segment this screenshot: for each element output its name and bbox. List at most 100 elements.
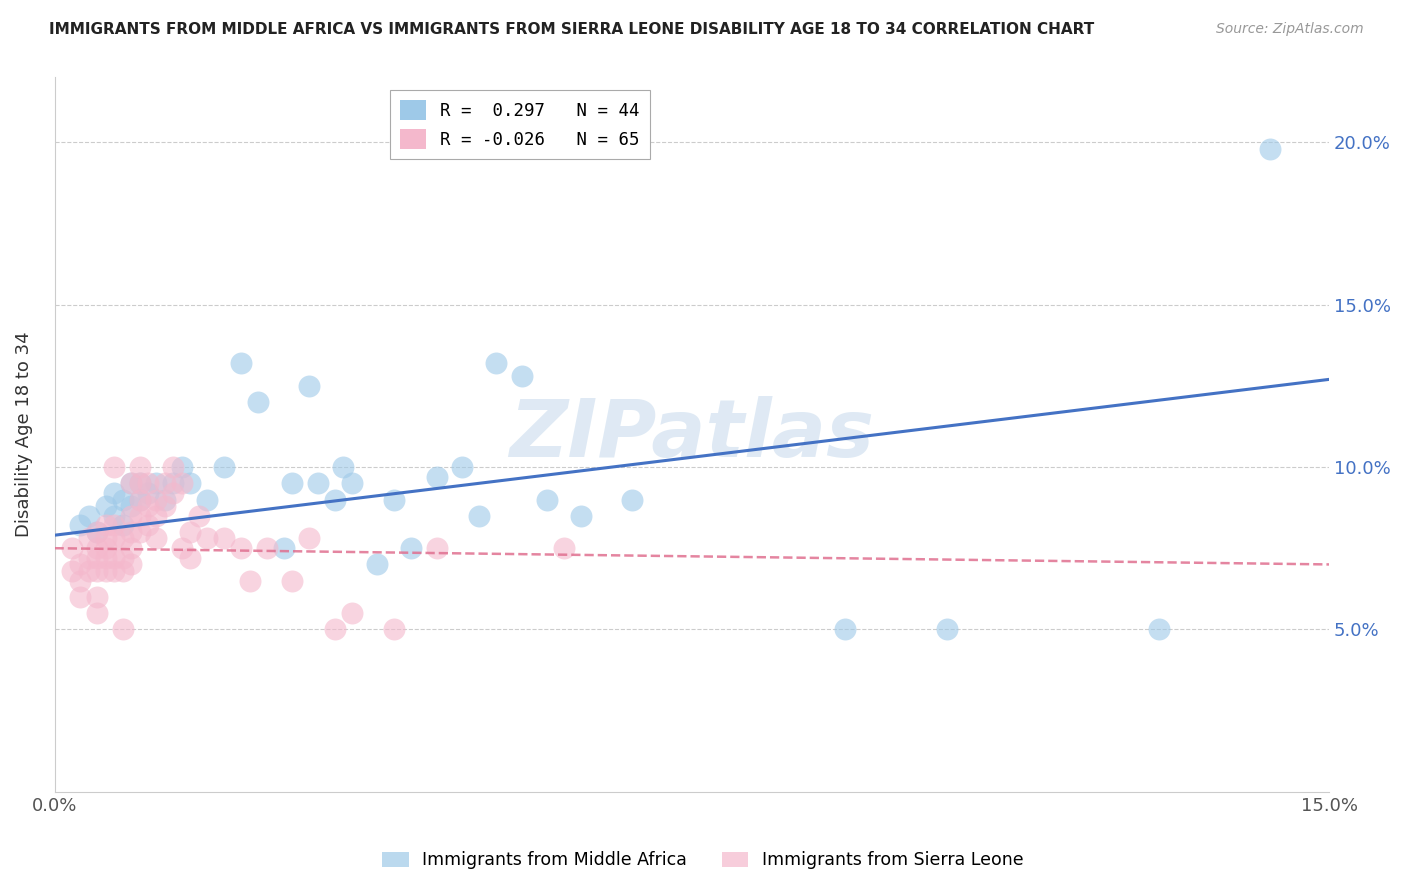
Point — [145, 492, 167, 507]
Point — [273, 541, 295, 556]
Point — [120, 499, 142, 513]
Point — [323, 492, 346, 507]
Point — [120, 524, 142, 539]
Point — [94, 499, 117, 513]
Point — [307, 476, 329, 491]
Point — [120, 476, 142, 491]
Point — [128, 460, 150, 475]
Point — [77, 550, 100, 565]
Point — [485, 356, 508, 370]
Point — [935, 623, 957, 637]
Point — [239, 574, 262, 588]
Point — [60, 564, 83, 578]
Point — [426, 470, 449, 484]
Point — [86, 606, 108, 620]
Point — [197, 532, 219, 546]
Point — [256, 541, 278, 556]
Point — [111, 532, 134, 546]
Point — [111, 550, 134, 565]
Point — [179, 476, 201, 491]
Point — [145, 532, 167, 546]
Point — [103, 486, 125, 500]
Point — [170, 460, 193, 475]
Point — [162, 476, 184, 491]
Point — [170, 541, 193, 556]
Point — [77, 532, 100, 546]
Point — [569, 508, 592, 523]
Point — [136, 476, 159, 491]
Point — [69, 574, 91, 588]
Point — [214, 460, 236, 475]
Point — [332, 460, 354, 475]
Point — [536, 492, 558, 507]
Point — [94, 564, 117, 578]
Point — [128, 508, 150, 523]
Point — [111, 564, 134, 578]
Point — [128, 524, 150, 539]
Point — [86, 564, 108, 578]
Point — [153, 476, 176, 491]
Point — [69, 518, 91, 533]
Point — [340, 606, 363, 620]
Point — [103, 550, 125, 565]
Point — [128, 492, 150, 507]
Point — [136, 499, 159, 513]
Point — [298, 532, 321, 546]
Point — [384, 492, 406, 507]
Point — [1147, 623, 1170, 637]
Point — [621, 492, 644, 507]
Point — [86, 550, 108, 565]
Point — [128, 476, 150, 491]
Point — [111, 623, 134, 637]
Point — [103, 564, 125, 578]
Point — [468, 508, 491, 523]
Point — [128, 476, 150, 491]
Point — [426, 541, 449, 556]
Point — [401, 541, 423, 556]
Text: IMMIGRANTS FROM MIDDLE AFRICA VS IMMIGRANTS FROM SIERRA LEONE DISABILITY AGE 18 : IMMIGRANTS FROM MIDDLE AFRICA VS IMMIGRA… — [49, 22, 1094, 37]
Point — [128, 492, 150, 507]
Point — [86, 524, 108, 539]
Point — [111, 518, 134, 533]
Point — [136, 518, 159, 533]
Text: Source: ZipAtlas.com: Source: ZipAtlas.com — [1216, 22, 1364, 37]
Point — [197, 492, 219, 507]
Point — [120, 476, 142, 491]
Point — [231, 541, 253, 556]
Point — [94, 541, 117, 556]
Point — [60, 541, 83, 556]
Point — [77, 508, 100, 523]
Point — [86, 541, 108, 556]
Point — [120, 508, 142, 523]
Point — [145, 476, 167, 491]
Point — [103, 508, 125, 523]
Point — [103, 532, 125, 546]
Point — [834, 623, 856, 637]
Text: ZIPatlas: ZIPatlas — [509, 395, 875, 474]
Point — [179, 524, 201, 539]
Point — [340, 476, 363, 491]
Point — [247, 395, 270, 409]
Point — [1258, 142, 1281, 156]
Point — [281, 574, 304, 588]
Y-axis label: Disability Age 18 to 34: Disability Age 18 to 34 — [15, 332, 32, 537]
Point — [510, 369, 533, 384]
Point — [298, 379, 321, 393]
Point — [136, 486, 159, 500]
Point — [281, 476, 304, 491]
Point — [77, 564, 100, 578]
Point — [162, 486, 184, 500]
Point — [153, 492, 176, 507]
Point — [145, 508, 167, 523]
Point — [323, 623, 346, 637]
Point — [214, 532, 236, 546]
Point — [553, 541, 575, 556]
Point — [366, 558, 388, 572]
Point — [86, 524, 108, 539]
Point — [103, 460, 125, 475]
Point — [86, 590, 108, 604]
Point — [103, 518, 125, 533]
Point — [94, 550, 117, 565]
Point — [179, 550, 201, 565]
Point — [384, 623, 406, 637]
